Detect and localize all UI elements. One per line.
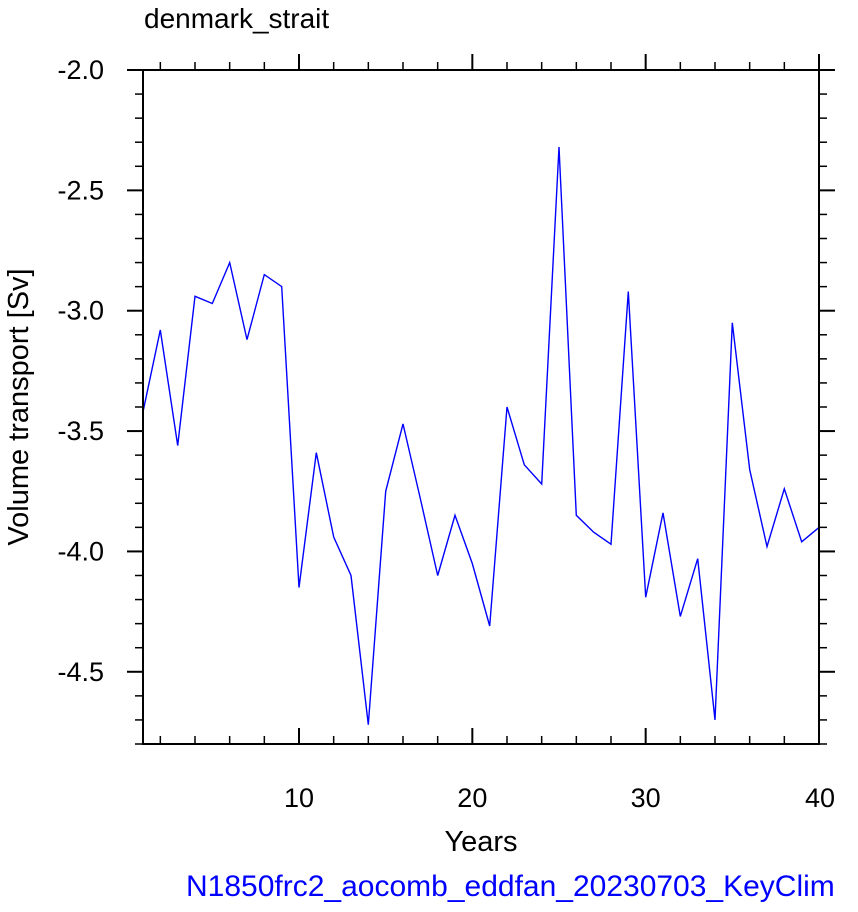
- caption-label: N1850frc2_aocomb_eddfan_20230703_KeyClim: [186, 870, 835, 903]
- y-tick-label: -2.5: [57, 175, 104, 205]
- y-axis-label: Volume transport [Sv]: [3, 268, 35, 545]
- x-tick-label: 30: [631, 783, 661, 813]
- y-tick-label: -3.5: [57, 416, 104, 446]
- x-ticks: 10 20 30 40: [159, 54, 835, 813]
- x-tick-label: 10: [284, 783, 314, 813]
- y-ticks: -2.0 -2.5 -3.0 -3.5 -4.0 -4.5: [57, 55, 835, 745]
- x-tick-label: 20: [457, 783, 487, 813]
- y-tick-label: -2.0: [57, 55, 104, 85]
- chart-title: denmark_strait: [144, 3, 329, 34]
- y-tick-label: -4.0: [57, 536, 104, 566]
- y-tick-label: -3.0: [57, 296, 104, 326]
- series-line: [142, 146, 820, 725]
- plot-frame: [142, 69, 820, 745]
- x-tick-label: 40: [805, 783, 835, 813]
- y-tick-label: -4.5: [57, 657, 104, 687]
- x-axis-label: Years: [444, 826, 517, 858]
